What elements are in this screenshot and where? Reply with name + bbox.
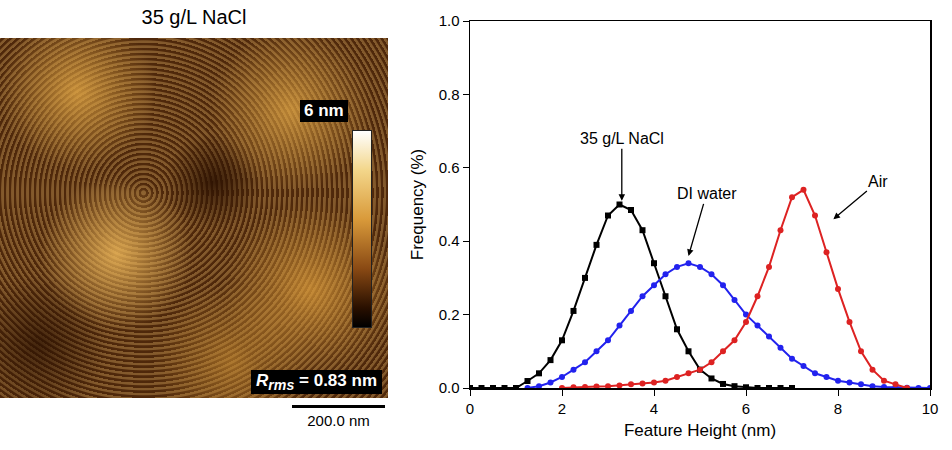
- svg-text:10: 10: [922, 400, 939, 417]
- svg-text:0.2: 0.2: [439, 306, 460, 323]
- svg-text:Air: Air: [868, 173, 888, 190]
- svg-text:6: 6: [742, 400, 750, 417]
- svg-text:0.8: 0.8: [439, 86, 460, 103]
- html-text:Rrms= 0.83 nm: Rrms= 0.83 nm: [256, 370, 377, 393]
- svg-text:1.0: 1.0: [439, 12, 460, 29]
- svg-text:0: 0: [466, 400, 474, 417]
- html-text:35 g/L NaCl: 35 g/L NaCl: [141, 6, 247, 28]
- svg-text:DI water: DI water: [677, 185, 737, 202]
- svg-text:Feature Height (nm): Feature Height (nm): [624, 421, 776, 440]
- svg-text:4: 4: [650, 400, 658, 417]
- svg-text:35 g/L NaCl: 35 g/L NaCl: [580, 130, 664, 147]
- svg-text:Frequency (%): Frequency (%): [408, 149, 427, 260]
- svg-text:8: 8: [834, 400, 842, 417]
- svg-text:0.6: 0.6: [439, 159, 460, 176]
- html-text:200.0 nm: 200.0 nm: [307, 412, 370, 429]
- svg-text:0.0: 0.0: [439, 379, 460, 396]
- html-text:6 nm: 6 nm: [304, 101, 344, 120]
- svg-text:2: 2: [558, 400, 566, 417]
- svg-text:0.4: 0.4: [439, 232, 460, 249]
